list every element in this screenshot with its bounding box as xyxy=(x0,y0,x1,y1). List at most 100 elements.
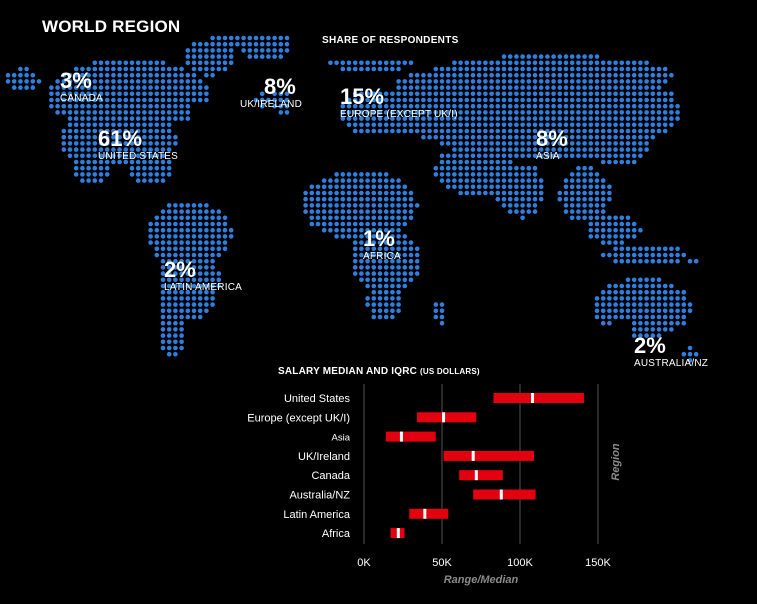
map-dot xyxy=(216,234,222,239)
map-dot xyxy=(123,147,129,152)
map-dot xyxy=(98,66,104,72)
map-dot xyxy=(613,110,618,115)
map-dot xyxy=(414,79,420,84)
map-dot xyxy=(80,153,85,159)
map-dot xyxy=(278,97,284,103)
category-label: Latin America xyxy=(283,509,351,521)
map-dot xyxy=(439,178,445,183)
map-dot xyxy=(160,116,166,121)
map-dot xyxy=(173,91,178,97)
map-dot xyxy=(588,227,594,233)
map-dot xyxy=(104,147,110,152)
map-dot xyxy=(613,153,618,159)
map-dot xyxy=(489,147,494,152)
map-dot xyxy=(520,196,525,202)
map-dot xyxy=(644,122,649,128)
map-dot xyxy=(613,122,618,128)
map-dot xyxy=(445,165,451,171)
map-dot xyxy=(600,134,606,140)
map-dot xyxy=(80,79,85,84)
map-dot xyxy=(340,116,346,121)
map-dot xyxy=(266,97,271,103)
map-dot xyxy=(551,147,556,152)
category-label: Africa xyxy=(322,528,351,540)
map-dot xyxy=(73,103,79,109)
map-dot xyxy=(600,147,606,152)
map-dot xyxy=(67,153,73,159)
map-dot xyxy=(284,48,290,53)
map-dot xyxy=(259,35,265,41)
y-axis-title: Region xyxy=(610,443,622,481)
map-dot xyxy=(625,153,631,159)
map-dot xyxy=(520,54,525,59)
map-dot xyxy=(383,97,389,103)
map-dot xyxy=(607,91,612,97)
map-dot xyxy=(278,48,284,53)
map-dot xyxy=(86,97,91,103)
map-dot xyxy=(383,240,389,245)
map-dot xyxy=(619,85,625,90)
map-dot xyxy=(402,234,408,239)
map-dot xyxy=(507,66,513,72)
map-dot xyxy=(67,134,73,140)
map-dot xyxy=(514,141,519,146)
map-dot xyxy=(619,122,625,128)
map-dot xyxy=(563,190,569,196)
map-dot xyxy=(526,72,532,78)
map-dot xyxy=(582,153,587,159)
map-dot xyxy=(483,97,488,103)
map-dot xyxy=(532,116,538,121)
map-dot xyxy=(173,134,178,140)
map-dot xyxy=(675,110,680,115)
map-dot xyxy=(191,85,197,90)
map-dot xyxy=(650,85,656,90)
map-dot xyxy=(328,227,333,233)
map-dot xyxy=(216,66,222,72)
map-dot xyxy=(160,141,166,146)
map-dot xyxy=(154,60,160,66)
map-dot xyxy=(86,128,91,134)
map-dot xyxy=(371,246,377,252)
median-marker xyxy=(396,528,400,539)
map-dot xyxy=(148,147,153,152)
map-dot xyxy=(644,110,649,115)
map-dot xyxy=(470,97,476,103)
map-dot xyxy=(607,184,612,190)
map-dot xyxy=(507,79,513,84)
map-dot xyxy=(520,110,525,115)
map-dot xyxy=(49,91,54,97)
map-dot xyxy=(526,60,532,66)
map-dot xyxy=(414,246,420,252)
map-dot xyxy=(129,172,135,177)
map-dot xyxy=(396,103,401,109)
map-dot xyxy=(129,122,135,128)
map-dot xyxy=(458,79,463,84)
map-dot xyxy=(135,122,141,128)
map-dot xyxy=(334,203,339,208)
map-dot xyxy=(111,147,116,152)
map-dot xyxy=(365,91,370,97)
map-dot xyxy=(458,97,463,103)
map-dot xyxy=(532,153,538,159)
map-dot xyxy=(272,35,277,41)
map-dot xyxy=(129,141,135,146)
map-dot xyxy=(352,258,358,264)
map-dot xyxy=(557,147,563,152)
map-dot xyxy=(526,97,532,103)
map-dot xyxy=(173,85,178,90)
map-dot xyxy=(160,147,166,152)
map-dot xyxy=(73,159,79,165)
map-dot xyxy=(284,41,290,47)
map-dot xyxy=(402,196,408,202)
map-dot xyxy=(359,66,364,72)
map-dot xyxy=(142,128,147,134)
map-dot xyxy=(464,97,470,103)
map-dot xyxy=(613,72,618,78)
map-dot xyxy=(607,72,612,78)
map-dot xyxy=(489,85,494,90)
map-dot xyxy=(86,153,91,159)
map-dot xyxy=(204,48,209,53)
median-marker xyxy=(499,489,503,500)
map-dot xyxy=(588,178,594,183)
